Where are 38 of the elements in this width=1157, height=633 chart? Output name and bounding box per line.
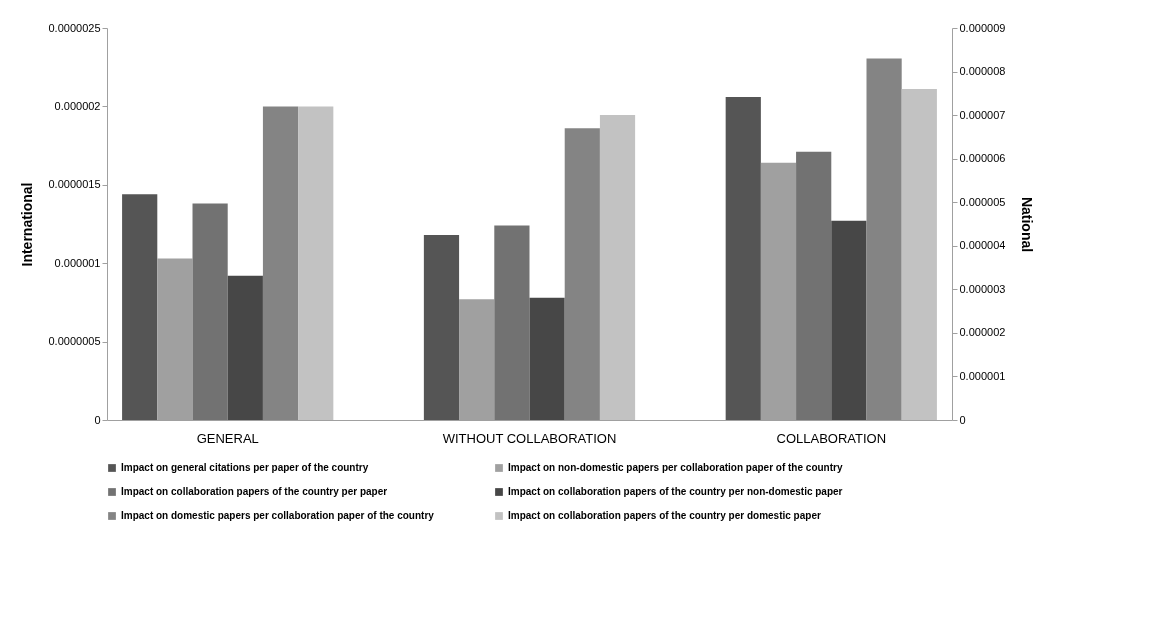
legend-label: Impact on collaboration papers of the country per domestic paper: [508, 510, 821, 521]
bar: [122, 194, 158, 420]
bar: [494, 225, 530, 420]
y-tick-label: 0: [94, 413, 101, 426]
y2-tick-label: 0.000005: [959, 195, 1006, 208]
y2-tick-label: 0.000009: [959, 21, 1006, 34]
bar: [423, 234, 460, 420]
legend-label: Impact on collaboration papers of the country per paper: [121, 486, 388, 497]
y-tick-label: 0.0000025: [48, 21, 101, 34]
bar: [599, 115, 636, 420]
bar: [725, 96, 761, 420]
y-tick-label: 0.0000005: [48, 335, 101, 348]
bar: [901, 88, 937, 420]
y2-tick-label: 0.000004: [959, 239, 1006, 252]
y2-tick-label: 0.000002: [959, 326, 1006, 339]
x-tick-label: WITHOUT COLLABORATION: [442, 430, 617, 446]
bar: [262, 106, 299, 420]
x-tick-label: COLLABORATION: [776, 430, 887, 446]
y-tick-label: 0.0000015: [48, 178, 101, 191]
x-tick-label: GENERAL: [196, 430, 259, 446]
legend-label: Impact on general citations per paper of the country: [121, 462, 369, 473]
y2-tick-label: 0.000003: [959, 282, 1006, 295]
legend-label: Impact on collaboration papers of the country per non-domestic paper: [508, 486, 843, 497]
legend-label: Impact on domestic papers per collaboration paper of the country: [121, 510, 435, 521]
bar: [564, 128, 600, 420]
y2-axis-title: National: [1019, 196, 1036, 253]
bar: [796, 151, 832, 420]
legend-label: Impact on non-domestic papers per collaboration paper of the country: [508, 462, 843, 473]
y2-tick-label: 0.000008: [959, 65, 1006, 78]
y2-tick-label: 0.000006: [959, 152, 1006, 165]
y2-tick-label: 0.000007: [959, 108, 1006, 121]
y2-tick-label: 0: [959, 413, 966, 426]
y-tick-label: 0.000002: [54, 99, 101, 112]
y-axis-title: International: [18, 182, 35, 267]
bar: [298, 106, 334, 420]
y-tick-label: 0.000001: [54, 256, 101, 269]
bar: [192, 203, 228, 420]
y2-tick-label: 0.000001: [959, 369, 1006, 382]
